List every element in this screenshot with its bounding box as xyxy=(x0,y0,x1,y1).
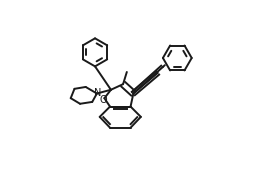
Text: N: N xyxy=(94,88,102,99)
Text: O: O xyxy=(100,95,107,105)
